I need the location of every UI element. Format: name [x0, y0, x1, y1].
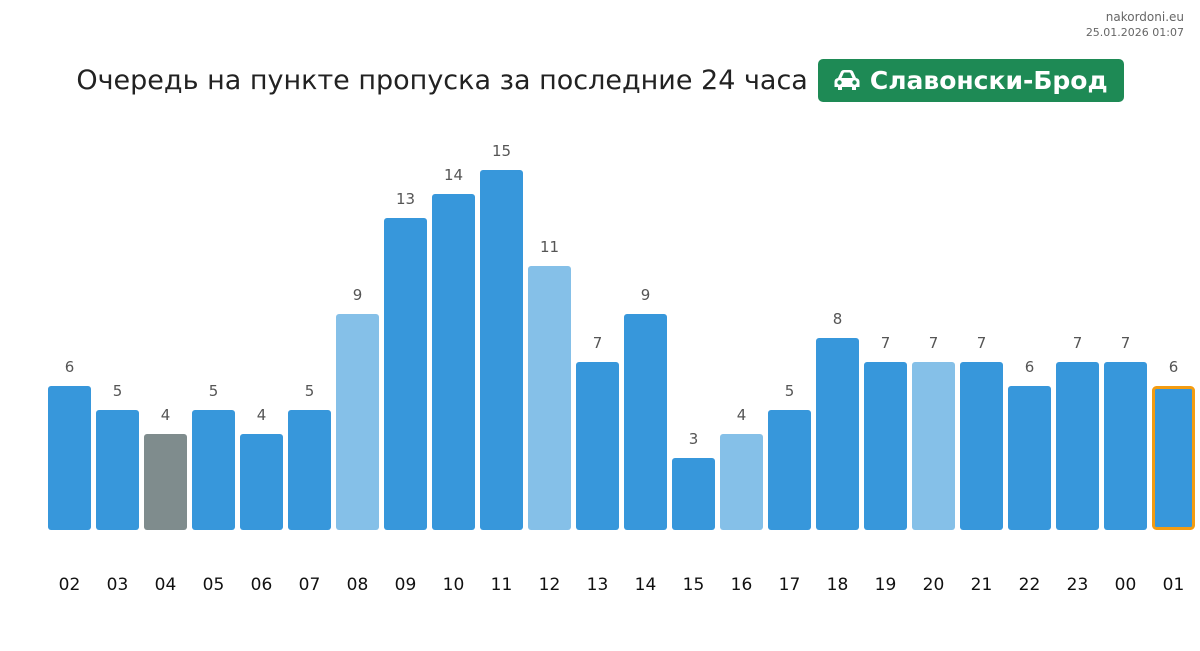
- timestamp: 25.01.2026 01:07: [1085, 26, 1184, 39]
- checkpoint-badge: Славонски-Брод: [817, 58, 1124, 102]
- checkpoint-name: Славонски-Брод: [869, 65, 1108, 95]
- bar: [816, 338, 859, 530]
- bar: [432, 194, 475, 530]
- bar: [1104, 362, 1147, 530]
- bar: [720, 434, 763, 530]
- category-label: 06: [251, 575, 273, 595]
- category-label: 14: [635, 575, 657, 595]
- category-label: 00: [1115, 575, 1137, 595]
- bar: [864, 362, 907, 530]
- bar: [672, 458, 715, 530]
- bar: [1008, 386, 1051, 530]
- value-label: 7: [1073, 334, 1083, 352]
- bar: [1056, 362, 1099, 530]
- value-label: 7: [593, 334, 603, 352]
- category-label: 18: [827, 575, 849, 595]
- category-label: 19: [875, 575, 897, 595]
- category-label: 05: [203, 575, 225, 595]
- category-label: 03: [107, 575, 129, 595]
- category-label: 13: [587, 575, 609, 595]
- category-label: 10: [443, 575, 465, 595]
- bar: [624, 314, 667, 530]
- category-label: 07: [299, 575, 321, 595]
- bar: [960, 362, 1003, 530]
- value-label: 13: [396, 190, 415, 208]
- category-label: 21: [971, 575, 993, 595]
- value-label: 14: [444, 166, 463, 184]
- car-icon: [832, 68, 862, 92]
- value-label: 3: [689, 430, 699, 448]
- category-label: 17: [779, 575, 801, 595]
- category-label: 23: [1067, 575, 1089, 595]
- category-label: 20: [923, 575, 945, 595]
- value-label: 7: [881, 334, 891, 352]
- value-label: 6: [1025, 358, 1035, 376]
- site-domain: nakordoni.eu: [1105, 10, 1184, 24]
- value-label: 8: [833, 310, 843, 328]
- value-label: 5: [305, 382, 315, 400]
- chart-title: Очередь на пункте пропуска за последние …: [76, 64, 808, 96]
- bar: [48, 386, 91, 530]
- bar: [384, 218, 427, 530]
- value-label: 7: [1121, 334, 1131, 352]
- value-label: 6: [65, 358, 75, 376]
- category-label: 01: [1163, 575, 1185, 595]
- bar: [768, 410, 811, 530]
- chart-header: Очередь на пункте пропуска за последние …: [0, 58, 1200, 102]
- category-label: 09: [395, 575, 417, 595]
- value-label: 9: [353, 286, 363, 304]
- bar: [192, 410, 235, 530]
- value-label: 7: [977, 334, 987, 352]
- value-label: 6: [1169, 358, 1179, 376]
- value-label: 5: [113, 382, 123, 400]
- bar: [480, 170, 523, 530]
- value-label: 7: [929, 334, 939, 352]
- value-label: 4: [737, 406, 747, 424]
- category-label: 04: [155, 575, 177, 595]
- bar: [576, 362, 619, 530]
- bar: [528, 266, 571, 530]
- category-label: 02: [59, 575, 81, 595]
- category-label: 12: [539, 575, 561, 595]
- category-label: 22: [1019, 575, 1041, 595]
- bar: [288, 410, 331, 530]
- site-stamp: nakordoni.eu 25.01.2026 01:07: [1086, 9, 1184, 41]
- bar: [240, 434, 283, 530]
- value-label: 11: [540, 238, 559, 256]
- category-label: 08: [347, 575, 369, 595]
- bar: [336, 314, 379, 530]
- category-label: 15: [683, 575, 705, 595]
- bar: [96, 410, 139, 530]
- category-label: 11: [491, 575, 513, 595]
- value-label: 5: [785, 382, 795, 400]
- value-label: 4: [257, 406, 267, 424]
- value-label: 5: [209, 382, 219, 400]
- bar: [1152, 386, 1195, 530]
- category-label: 16: [731, 575, 753, 595]
- bar: [912, 362, 955, 530]
- value-label: 15: [492, 142, 511, 160]
- value-label: 4: [161, 406, 171, 424]
- bar: [144, 434, 187, 530]
- value-label: 9: [641, 286, 651, 304]
